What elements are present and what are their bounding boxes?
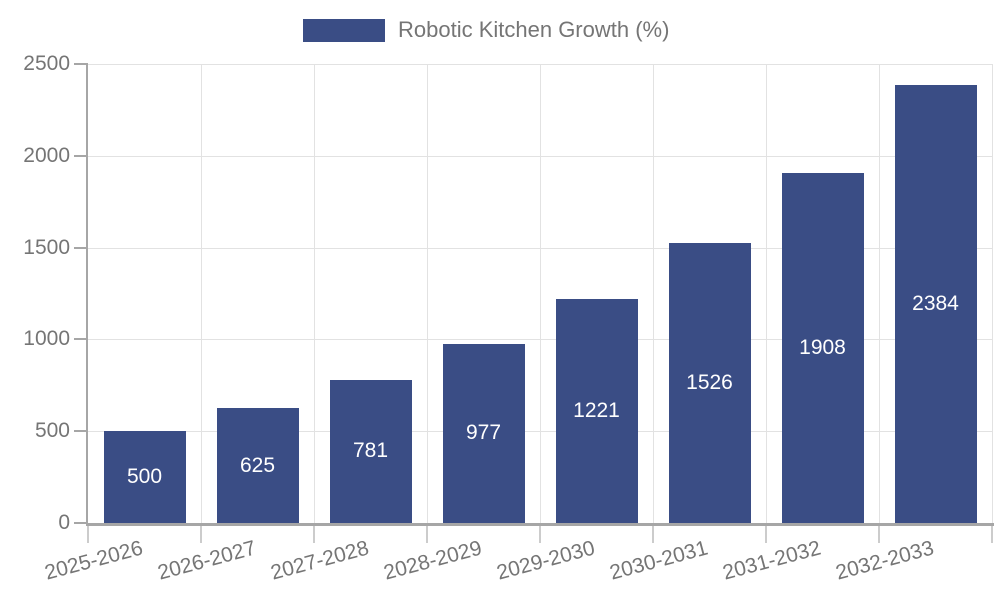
x-axis-tick [765,524,767,543]
gridline-vertical [201,64,202,523]
x-axis-tick [652,524,654,543]
y-tick-label: 1500 [23,235,70,259]
y-axis-tick [74,338,88,341]
bar[interactable]: 781 [329,379,412,523]
x-axis-tick [313,524,315,543]
x-axis-tick [426,524,428,543]
y-tick-label: 2000 [23,143,70,167]
bar-value-label: 500 [126,465,163,489]
bar-value-label: 1526 [686,370,733,394]
x-tick-label: 2026-2027 [155,536,259,585]
y-tick-label: 1000 [23,327,70,351]
legend-label: Robotic Kitchen Growth (%) [398,17,670,42]
bar[interactable]: 977 [442,343,525,523]
y-axis-tick [74,522,88,524]
gridline-vertical [766,64,767,523]
gridline-vertical [314,64,315,523]
x-tick-label: 2030-2031 [607,536,711,585]
y-axis-tick [74,154,88,157]
gridline-vertical [427,64,428,523]
bar-value-label: 625 [239,453,276,477]
y-tick-label: 2500 [23,52,70,75]
x-axis-tick [991,524,993,543]
bar-value-label: 1221 [573,398,620,422]
bar[interactable]: 625 [216,408,299,524]
bar[interactable]: 1221 [555,298,638,523]
y-axis-line [86,64,88,526]
x-tick-label: 2029-2030 [494,536,598,585]
gridline-vertical [992,64,993,523]
y-axis-tick [74,430,88,433]
y-tick-label: 0 [58,511,70,534]
gridline-vertical [653,64,654,523]
bar-value-label: 1908 [799,335,846,359]
x-tick-label: 2031-2032 [720,536,824,585]
x-axis-line [86,523,994,526]
x-axis-tick [200,524,202,543]
x-tick-label: 2032-2033 [833,536,937,585]
bar[interactable]: 1526 [668,242,751,523]
legend-item[interactable]: Robotic Kitchen Growth (%) [303,17,669,43]
gridline-vertical [879,64,880,523]
bar[interactable]: 2384 [894,85,977,523]
bar[interactable]: 500 [103,431,186,523]
gridline-vertical [540,64,541,523]
bar-value-label: 977 [465,421,502,445]
bar-value-label: 781 [352,439,389,463]
x-tick-label: 2028-2029 [381,536,485,585]
bar[interactable]: 1908 [781,172,864,523]
y-axis-tick [74,246,88,249]
legend-swatch [303,18,385,42]
y-axis-tick [74,63,88,65]
y-tick-label: 500 [34,419,70,443]
x-axis-tick [878,524,880,543]
bar-value-label: 2384 [912,292,959,316]
x-axis-tick [539,524,541,543]
x-tick-label: 2027-2028 [268,536,372,585]
x-axis-tick [87,524,89,543]
x-tick-label: 2025-2026 [42,536,146,585]
